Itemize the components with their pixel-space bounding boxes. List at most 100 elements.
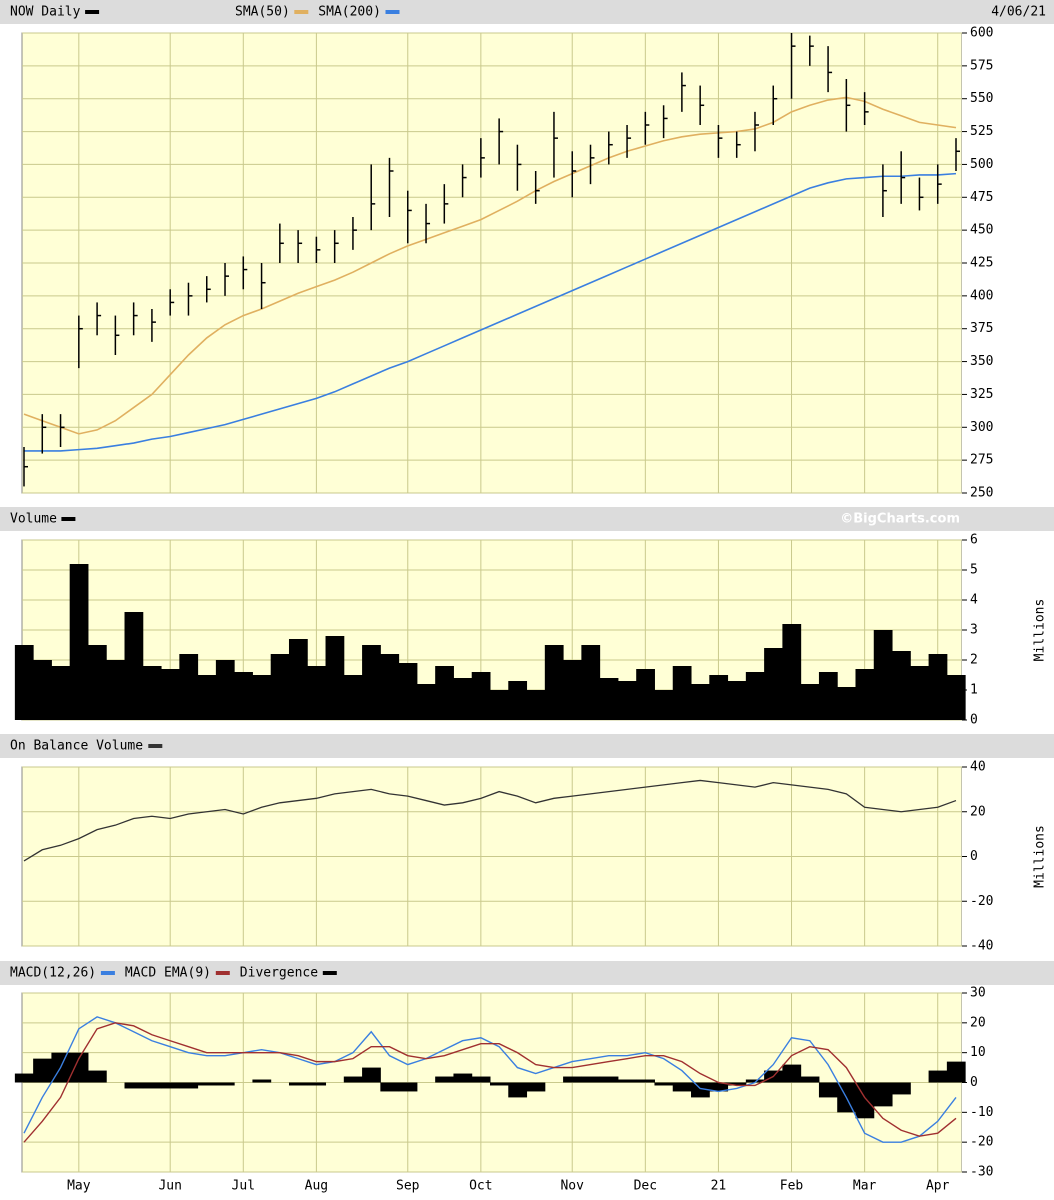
y-tick-label: 600 [970, 26, 993, 41]
y-tick-label: -20 [970, 1135, 993, 1150]
volume-bar [526, 690, 546, 720]
legend-label: SMA(50) [235, 5, 290, 20]
y-tick-label: 4 [970, 593, 978, 608]
x-tick-label: Jun [158, 1179, 181, 1194]
volume-bar [946, 675, 966, 720]
x-tick-label: May [67, 1179, 91, 1194]
volume-bar [581, 645, 601, 720]
divergence-bar [727, 1082, 747, 1086]
y-tick-label: 325 [970, 387, 993, 402]
volume-bar [87, 645, 107, 720]
volume-bar [471, 672, 491, 720]
volume-bar [343, 675, 363, 720]
divergence-bar [215, 1082, 235, 1086]
divergence-bar [709, 1082, 729, 1092]
divergence-bar [307, 1082, 327, 1086]
volume-bar [782, 624, 802, 720]
volume-bar [14, 645, 34, 720]
x-tick-label: Dec [634, 1179, 657, 1194]
x-tick-label: Oct [469, 1179, 492, 1194]
volume-bar [398, 663, 418, 720]
volume-bar [252, 675, 272, 720]
divergence-bar [892, 1082, 911, 1095]
y-tick-label: 5 [970, 563, 978, 578]
divergence-bar [380, 1082, 400, 1092]
volume-bar [837, 687, 856, 720]
divergence-bar [599, 1076, 619, 1083]
legend-label: NOW Daily [10, 5, 81, 20]
volume-bar [325, 636, 345, 720]
divergence-bar [526, 1082, 546, 1092]
divergence-bar [636, 1079, 655, 1083]
volume-bar [124, 612, 144, 720]
volume-bar [873, 630, 893, 720]
legend-swatch [322, 971, 337, 975]
volume-bar [490, 690, 509, 720]
volume-bar [691, 684, 710, 720]
volume-bar [672, 666, 692, 720]
volume-bar [727, 681, 747, 720]
legend-swatch [148, 744, 163, 748]
divergence-bar [946, 1061, 966, 1083]
divergence-bar [343, 1076, 363, 1083]
axis-strip [962, 985, 1054, 1180]
y-tick-label: 450 [970, 223, 993, 238]
divergence-bar [617, 1079, 637, 1083]
divergence-bar [33, 1058, 52, 1083]
y-tick-label: 20 [970, 804, 986, 819]
volume-bar [197, 675, 217, 720]
y-tick-label: -40 [970, 939, 993, 954]
volume-bar [142, 666, 162, 720]
y-tick-label: 3 [970, 623, 978, 638]
volume-bar [928, 654, 948, 720]
volume-bar [362, 645, 381, 720]
divergence-bar [581, 1076, 601, 1083]
panel-header [0, 507, 1054, 531]
series-line [23, 1022, 957, 1143]
y-tick-label: 40 [970, 760, 986, 775]
legend-swatch [61, 517, 76, 521]
divergence-bar [252, 1079, 272, 1083]
divergence-bar [873, 1082, 893, 1107]
divergence-bar [362, 1067, 381, 1083]
volume-bar [179, 654, 199, 720]
y-tick-label: 350 [970, 354, 993, 369]
legend-label: On Balance Volume [10, 739, 143, 754]
y-tick-label: 500 [970, 157, 993, 172]
y-tick-label: -20 [970, 894, 993, 909]
axis-strip [962, 532, 1054, 728]
volume-bar [161, 669, 180, 720]
divergence-bar [69, 1052, 89, 1083]
volume-bar [69, 564, 89, 720]
legend-swatch [385, 10, 400, 14]
legend-label: MACD(12,26) [10, 966, 96, 981]
volume-bar [892, 651, 911, 720]
volume-bar [617, 681, 637, 720]
divergence-bar [435, 1076, 454, 1083]
volume-bar [745, 672, 765, 720]
y-axis-title: Millions [1033, 825, 1048, 888]
volume-bar [380, 654, 400, 720]
volume-bar [508, 681, 528, 720]
x-tick-label: Apr [926, 1179, 950, 1194]
y-tick-label: 275 [970, 453, 993, 468]
divergence-bar [563, 1076, 582, 1083]
y-tick-label: 20 [970, 1015, 986, 1030]
volume-bar [453, 678, 473, 720]
y-tick-label: -30 [970, 1165, 993, 1180]
chart-date: 4/06/21 [991, 5, 1046, 20]
volume-bar [709, 675, 729, 720]
legend-swatch [85, 10, 100, 14]
y-tick-label: 375 [970, 321, 993, 336]
volume-bar [800, 684, 820, 720]
divergence-bar [818, 1082, 838, 1098]
y-tick-label: 525 [970, 124, 993, 139]
y-tick-label: 425 [970, 256, 993, 271]
volume-bar [563, 660, 582, 720]
volume-bar [33, 660, 52, 720]
divergence-bar [691, 1082, 710, 1098]
x-tick-label: Sep [396, 1179, 420, 1194]
divergence-bar [928, 1070, 948, 1083]
y-tick-label: 475 [970, 190, 993, 205]
